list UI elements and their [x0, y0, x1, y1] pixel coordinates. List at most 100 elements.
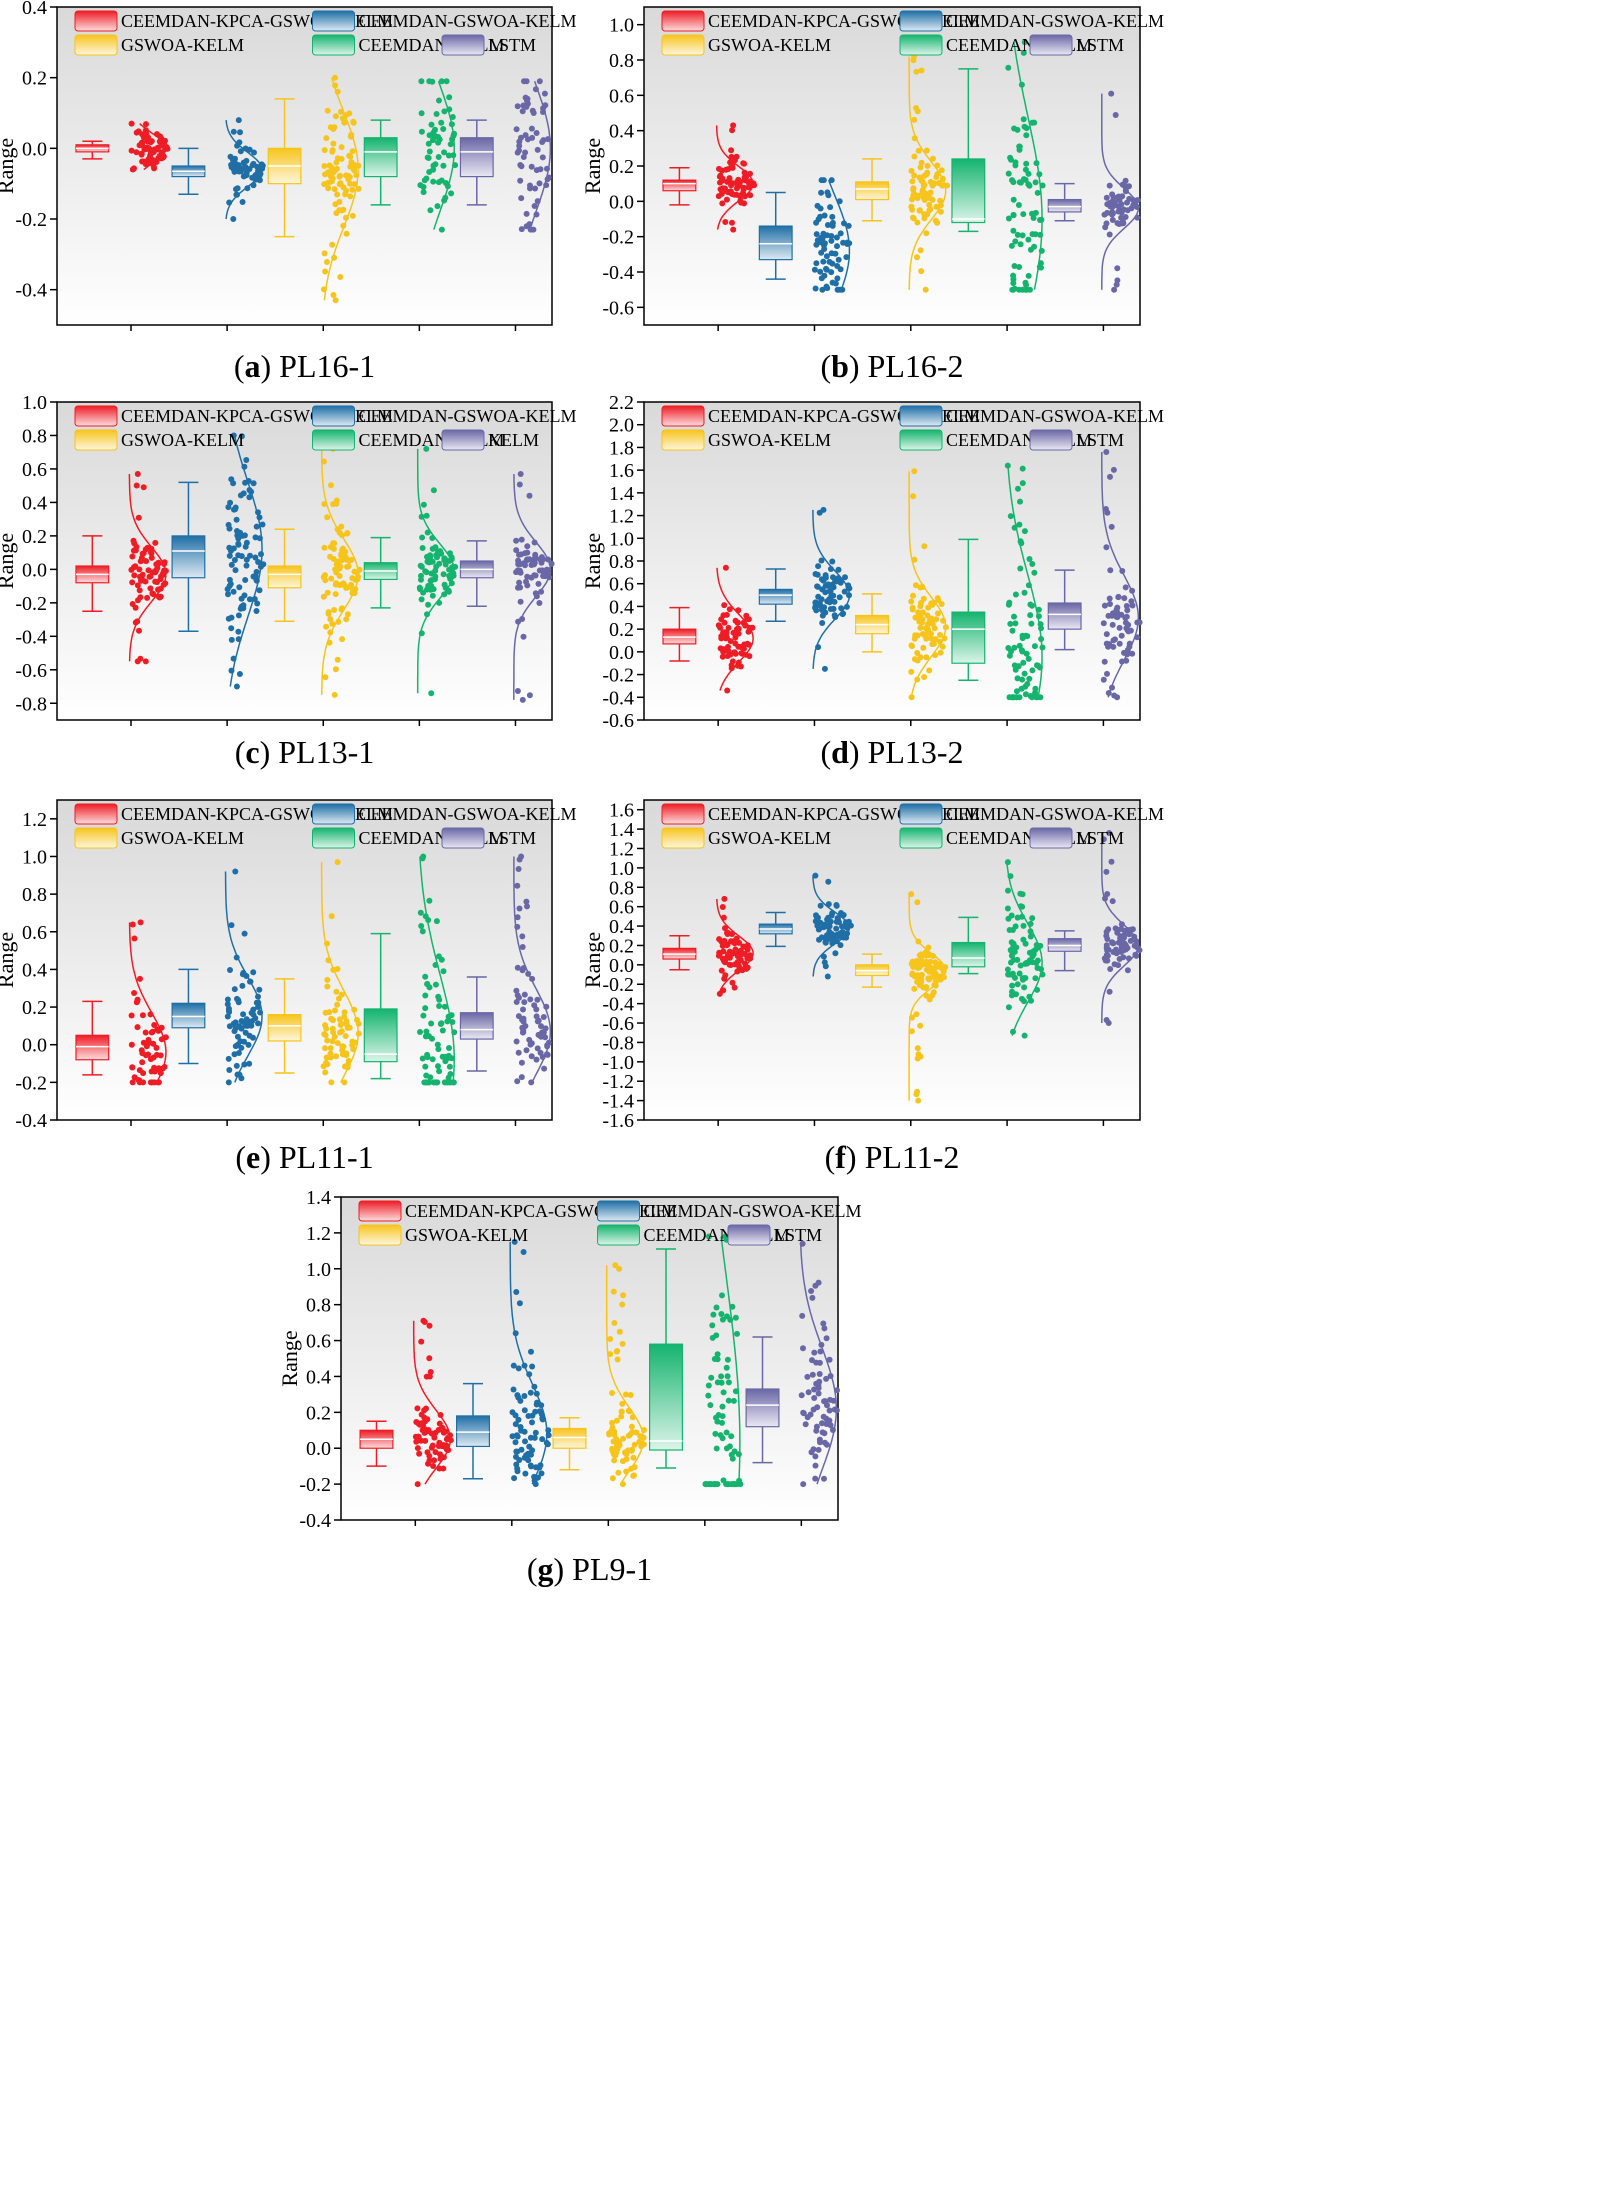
data-point	[819, 286, 826, 293]
data-point	[520, 1006, 526, 1013]
data-point	[1104, 957, 1111, 964]
box	[171, 1002, 206, 1029]
data-point	[615, 1442, 622, 1449]
box	[745, 1388, 780, 1428]
data-point	[232, 567, 239, 574]
data-point	[934, 162, 941, 169]
data-point	[818, 275, 825, 282]
legend-label: GSWOA-KELM	[708, 828, 831, 848]
data-point	[744, 955, 751, 962]
data-point	[226, 544, 233, 551]
data-point	[1110, 637, 1117, 644]
plot-area	[56, 799, 553, 1121]
data-point	[918, 268, 925, 275]
data-point	[536, 1464, 543, 1471]
data-point	[1025, 236, 1032, 243]
data-point	[1124, 199, 1130, 206]
data-point	[537, 556, 544, 563]
data-point	[1030, 948, 1037, 955]
data-point	[619, 1458, 626, 1465]
data-point	[524, 556, 531, 563]
data-point	[533, 130, 540, 136]
data-point	[429, 1056, 436, 1063]
data-point	[1108, 523, 1115, 530]
data-point	[819, 1420, 825, 1427]
data-point	[424, 154, 431, 161]
data-point	[339, 1043, 346, 1050]
data-point	[424, 529, 431, 536]
data-point	[530, 226, 537, 233]
data-point	[926, 207, 933, 214]
data-point	[518, 1059, 525, 1066]
data-point	[528, 125, 535, 132]
data-point	[1010, 940, 1017, 947]
data-point	[1023, 282, 1030, 288]
data-point	[322, 268, 329, 275]
data-point	[914, 195, 921, 202]
data-point	[351, 167, 358, 174]
data-point	[522, 149, 529, 156]
data-point	[137, 594, 144, 601]
data-point	[143, 558, 150, 565]
data-point	[908, 694, 915, 701]
data-point	[1109, 684, 1115, 691]
data-point	[813, 1423, 820, 1430]
data-point	[1026, 556, 1033, 562]
data-point	[914, 108, 921, 115]
data-point	[241, 463, 248, 470]
data-point	[712, 1430, 719, 1437]
scatter-points	[812, 872, 854, 980]
data-point	[129, 921, 136, 928]
data-point	[823, 1441, 830, 1448]
data-point	[426, 1322, 433, 1329]
data-point	[923, 230, 930, 237]
data-point	[332, 297, 339, 304]
data-point	[437, 1412, 444, 1418]
data-point	[818, 557, 825, 564]
data-point	[438, 226, 445, 233]
data-point	[328, 1079, 335, 1086]
data-point	[332, 591, 339, 598]
y-tick-label: -0.4	[602, 262, 634, 284]
data-point	[1034, 944, 1041, 951]
y-tick-label: -0.4	[15, 626, 47, 648]
y-tick-label: 0.0	[22, 1035, 47, 1057]
data-point	[749, 624, 756, 631]
data-point	[430, 1463, 437, 1469]
data-point	[414, 1481, 421, 1488]
data-point	[517, 471, 524, 477]
data-point	[511, 1238, 518, 1245]
data-point	[536, 600, 543, 606]
data-point	[351, 181, 358, 188]
data-point	[831, 612, 838, 619]
data-point	[1017, 903, 1024, 910]
data-point	[320, 593, 327, 600]
data-point	[805, 1389, 812, 1396]
data-point	[1109, 210, 1116, 217]
data-point	[836, 594, 843, 601]
data-point	[1034, 986, 1041, 993]
data-point	[355, 162, 362, 169]
data-point	[521, 999, 528, 1006]
data-point	[1032, 209, 1039, 216]
data-point	[834, 1387, 840, 1394]
data-point	[1107, 473, 1113, 480]
legend-label: KELM	[488, 430, 539, 450]
data-point	[451, 1029, 458, 1036]
legend-item: GSWOA-KELM	[661, 34, 831, 56]
data-point	[937, 208, 944, 215]
data-point	[536, 180, 543, 187]
data-point	[1120, 954, 1127, 961]
y-tick-label: 0.4	[609, 121, 634, 143]
data-point	[1028, 620, 1035, 627]
data-point	[724, 1356, 731, 1363]
data-point	[815, 1446, 822, 1453]
data-point	[1114, 277, 1121, 284]
data-point	[426, 1373, 433, 1380]
data-point	[1017, 962, 1024, 969]
data-point	[822, 572, 829, 579]
panel-caption: (b) PL16-2	[820, 348, 963, 384]
data-point	[349, 186, 356, 193]
data-point	[148, 149, 154, 156]
data-point	[439, 1027, 446, 1034]
